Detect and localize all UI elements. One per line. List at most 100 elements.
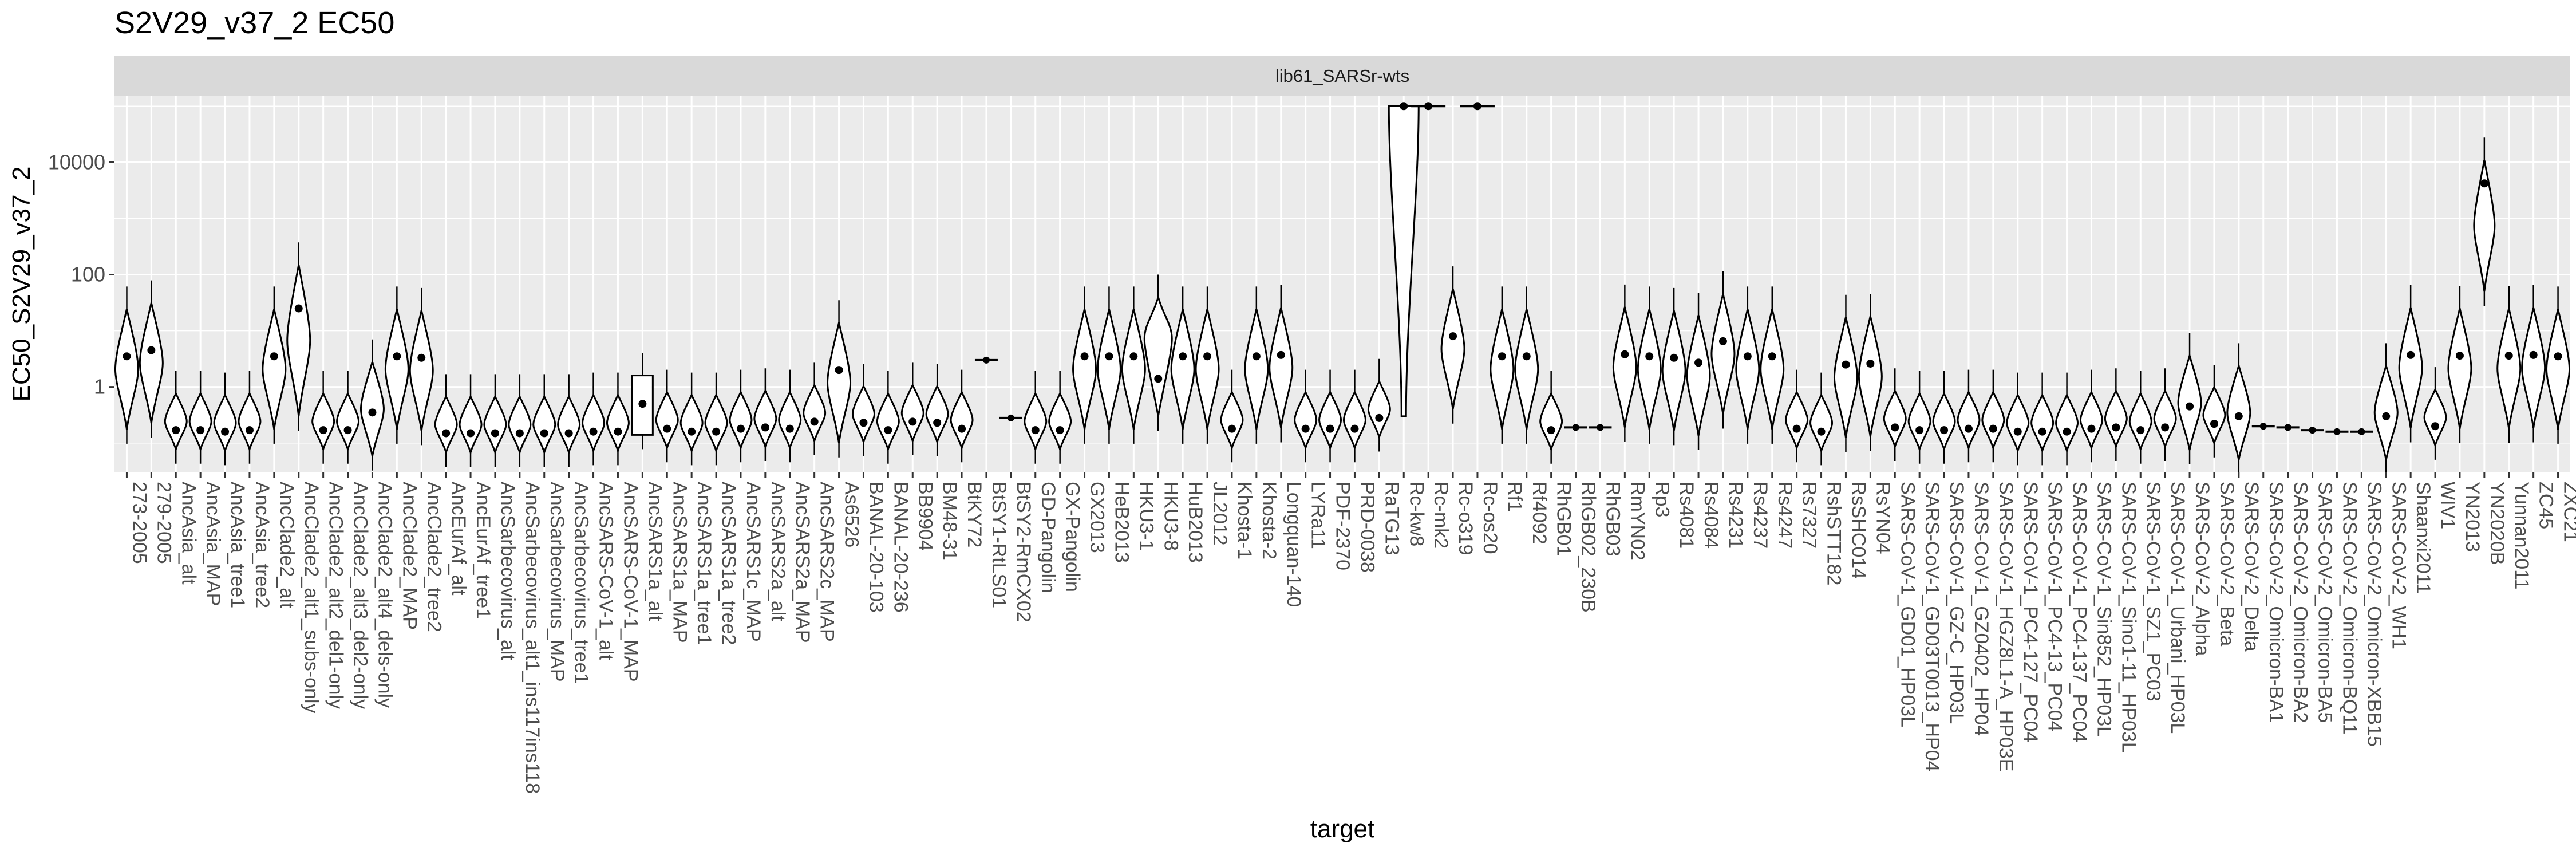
violin (1809, 372, 1834, 466)
median-point (491, 429, 499, 438)
x-tick-label: AncClade2_tree2 (423, 482, 445, 632)
median-point (1326, 424, 1334, 433)
x-tick-label: As6526 (841, 482, 863, 547)
median-point (835, 366, 843, 375)
violin-body (384, 309, 409, 430)
violin (336, 371, 360, 464)
violin (508, 374, 532, 467)
x-tick-label: Rs4084 (1700, 482, 1722, 549)
x-tick-label: AncSARS1c_MAP (742, 482, 764, 642)
violin-body (778, 389, 802, 451)
violin (1490, 286, 1515, 444)
violin-body (803, 383, 827, 444)
violin-body (704, 393, 728, 454)
violin (1564, 424, 1587, 431)
violin (1589, 424, 1612, 431)
facet-label: lib61_SARSr-wts (1275, 66, 1409, 86)
median-point (1597, 424, 1604, 431)
median-point (564, 429, 573, 438)
median-point (1375, 413, 1384, 422)
violin (1294, 369, 1318, 463)
x-tick-label: AncEurAf_tree1 (472, 482, 494, 619)
median-point (1179, 352, 1187, 361)
violin-body (1440, 288, 1465, 409)
x-tick-label: ZC45 (2535, 482, 2557, 529)
violin-body (1367, 379, 1391, 440)
x-tick-label: RsSHC014 (1847, 482, 1869, 579)
x-tick-label: AncSARS-CoV-1_alt (595, 482, 617, 660)
x-tick-label: SARS-CoV-1_SZ1_PC03 (2142, 482, 2164, 702)
median-point (2013, 427, 2022, 436)
median-point (1621, 350, 1629, 358)
violin (164, 371, 188, 464)
x-tick-label: AncSARS2c_MAP (816, 482, 838, 642)
violin-body (459, 394, 483, 456)
violin (1269, 285, 1294, 443)
violin (1612, 284, 1637, 442)
violin (1318, 369, 1342, 463)
violin (1121, 286, 1146, 444)
violin-body (582, 393, 606, 454)
x-tick-label: HKU3-8 (1160, 482, 1182, 551)
violin (359, 339, 385, 471)
violin-body (1981, 389, 2005, 451)
violin-body (238, 391, 262, 453)
median-point (736, 424, 745, 433)
x-tick-label: AncAsia_tree1 (227, 482, 248, 608)
violin-body (2546, 309, 2571, 430)
x-tick-label: Rs4247 (1774, 482, 1796, 549)
violin (1907, 371, 1931, 464)
x-tick-label: RaTG13 (1381, 482, 1402, 555)
median-point (1080, 352, 1089, 361)
median-point (785, 424, 794, 433)
violin (851, 364, 875, 456)
violin-body (1785, 389, 1809, 451)
violin (139, 280, 164, 438)
violin (1048, 371, 1072, 464)
median-point (1743, 352, 1752, 361)
violin (2350, 428, 2373, 435)
violin (582, 372, 606, 466)
x-tick-label: SARS-CoV-1_PC4-13_PC04 (2044, 482, 2066, 732)
violin-body (1170, 309, 1195, 430)
x-tick-label: SARS-CoV-2_Delta (2241, 482, 2262, 652)
median-point (2333, 428, 2341, 435)
median-point (1129, 352, 1138, 361)
x-tick-label: Rc-o319 (1455, 482, 1476, 555)
median-point (1350, 424, 1359, 433)
violin-body (1883, 388, 1907, 450)
violin (1440, 266, 1465, 424)
violin (2546, 286, 2571, 444)
violin (1096, 286, 1121, 444)
violin (1539, 371, 1563, 464)
violin (1858, 294, 1883, 451)
violin (2496, 286, 2522, 443)
x-tick-label: SARS-CoV-2_Omicron-BQ11 (2338, 482, 2360, 735)
x-tick-label: AncSARS2a_MAP (792, 482, 813, 643)
violin (213, 372, 237, 466)
median-point (1154, 375, 1163, 383)
median-point (2234, 412, 2243, 420)
median-point (663, 424, 671, 433)
violin (2423, 367, 2447, 460)
violin (2128, 371, 2152, 464)
violin-body (753, 388, 777, 450)
violin-body (1318, 389, 1342, 451)
violin (827, 300, 852, 458)
median-point (2382, 412, 2391, 420)
median-point (2554, 352, 2562, 361)
violin (1143, 274, 1173, 431)
violin (729, 369, 753, 463)
median-point (1792, 424, 1801, 433)
median-point (2480, 179, 2488, 188)
median-point (2112, 423, 2120, 432)
median-point (1842, 360, 1850, 369)
median-point (2161, 423, 2170, 432)
median-point (1940, 426, 1949, 435)
x-tick-label: Rf1 (1504, 482, 1526, 512)
median-point (368, 408, 377, 417)
x-tick-label: Rc-kw8 (1405, 482, 1427, 546)
violin-body (2030, 393, 2055, 454)
violin-body (1858, 316, 1883, 437)
x-tick-label: SARS-CoV-1_GD03T0013_HP04 (1921, 482, 1943, 772)
